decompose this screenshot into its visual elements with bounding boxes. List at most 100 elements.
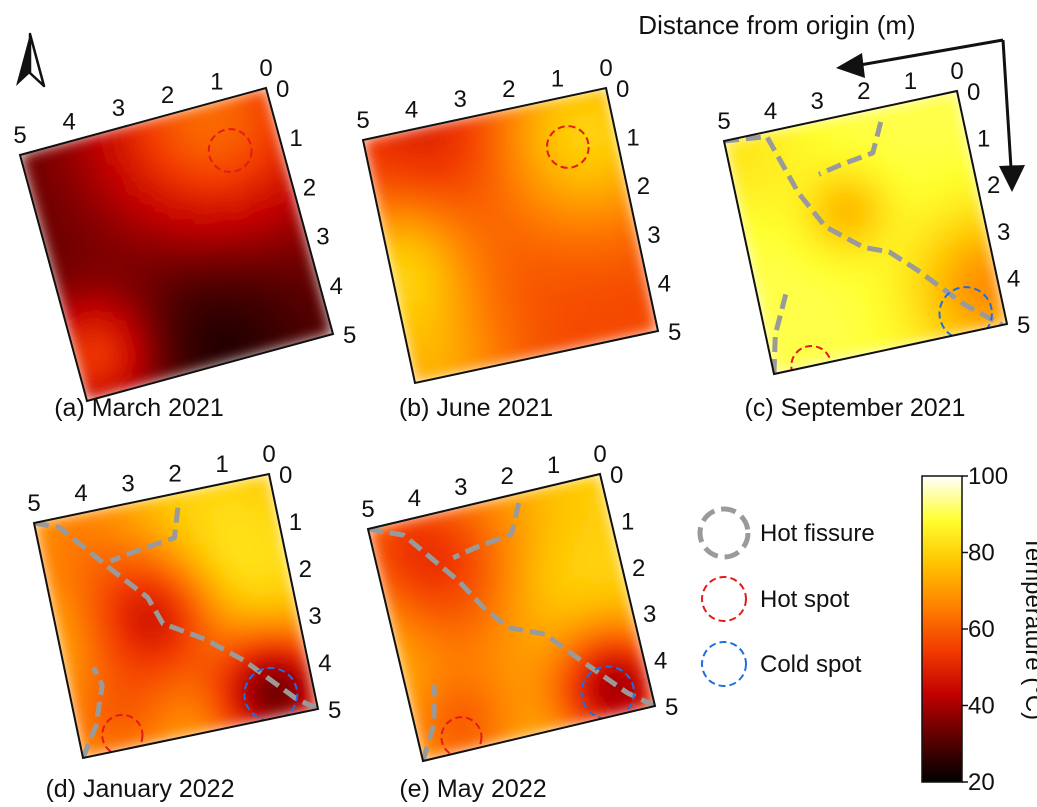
top-tick-label: 4 <box>63 109 76 136</box>
right-tick-label: 0 <box>276 76 289 103</box>
colorbar: 20 40 60 80 100 Temperature (°C) <box>921 463 1037 796</box>
top-tick-label: 5 <box>13 122 26 149</box>
top-tick-label: 4 <box>74 480 87 507</box>
right-tick-label: 3 <box>647 222 660 249</box>
legend-cold-spot-label: Cold spot <box>760 651 862 678</box>
map-frame <box>18 86 335 403</box>
right-tick-label: 2 <box>987 172 1000 199</box>
right-tick-label: 2 <box>637 173 650 200</box>
right-tick-label: 0 <box>616 76 629 103</box>
cold-spot-marker <box>938 286 993 341</box>
hot-fissure-line <box>420 684 437 761</box>
panel-caption: (e) May 2022 <box>399 775 546 803</box>
direction-arrows <box>836 38 1025 192</box>
hot-fissure-line <box>34 520 318 712</box>
top-tick-label: 2 <box>857 78 870 105</box>
legend: Hot fissure Hot spot Cold spot <box>697 506 875 687</box>
legend-item-hot-fissure: Hot fissure <box>697 506 875 560</box>
hot-spot-marker <box>440 716 483 759</box>
map-panel: 00 1 1 2 2 3 3 4 4 5 5 (d) January 2022 <box>27 441 341 803</box>
right-tick-label: 2 <box>303 174 316 201</box>
colorbar-tick-label: 40 <box>968 693 995 720</box>
right-tick-label: 1 <box>289 509 302 536</box>
panel-caption: (b) June 2021 <box>399 394 553 422</box>
map-panel: 00 1 1 2 2 3 3 4 4 5 5 (c) September 2021 <box>717 58 1030 422</box>
cold-spot-marker <box>580 665 635 720</box>
panel-caption: (c) September 2021 <box>745 394 966 422</box>
top-tick-label: 4 <box>408 485 421 512</box>
top-tick-label: 0 <box>950 58 963 85</box>
temperature-field <box>34 474 318 758</box>
right-tick-label: 4 <box>654 648 667 675</box>
top-tick-label: 1 <box>547 452 560 479</box>
top-tick-label: 5 <box>356 107 369 134</box>
hot-fissure-line <box>771 292 789 374</box>
hot-fissure-line <box>452 502 522 561</box>
top-tick-label: 1 <box>210 68 223 95</box>
top-tick-label: 2 <box>161 82 174 109</box>
top-tick-label: 2 <box>168 461 181 488</box>
colorbar-label: Temperature (°C) <box>1020 536 1037 720</box>
right-tick-label: 0 <box>279 462 292 489</box>
hot-spot-marker <box>101 713 144 757</box>
temperature-field <box>724 91 1007 374</box>
top-tick-label: 1 <box>551 65 564 92</box>
right-tick-label: 3 <box>997 219 1010 246</box>
top-tick-label: 2 <box>501 463 514 490</box>
hot-spot-marker <box>207 128 253 174</box>
top-tick-label: 4 <box>405 97 418 124</box>
top-tick-label: 3 <box>121 470 134 497</box>
right-tick-label: 5 <box>665 694 678 721</box>
colorbar-tick-label: 100 <box>968 463 1008 490</box>
top-tick-label: 1 <box>215 451 228 478</box>
right-tick-label: 2 <box>299 556 312 583</box>
colorbar-tick-label: 80 <box>968 540 995 567</box>
right-tick-label: 3 <box>308 603 321 630</box>
right-tick-label: 5 <box>668 319 681 346</box>
right-tick-label: 4 <box>658 270 671 297</box>
temperature-field <box>368 474 655 761</box>
right-tick-label: 1 <box>289 125 302 152</box>
right-tick-label: 4 <box>318 650 331 677</box>
legend-item-hot-spot: Hot spot <box>701 576 850 622</box>
colorbar-gradient <box>921 475 963 783</box>
right-tick-label: 1 <box>977 126 990 153</box>
right-tick-label: 5 <box>328 697 341 724</box>
top-tick-label: 5 <box>27 490 40 517</box>
top-tick-label: 3 <box>454 86 467 113</box>
right-tick-label: 2 <box>632 555 645 582</box>
top-tick-label: 0 <box>259 55 272 82</box>
panel-caption: (a) March 2021 <box>54 394 224 422</box>
right-tick-label: 0 <box>967 79 980 106</box>
legend-item-cold-spot: Cold spot <box>701 641 862 687</box>
top-tick-label: 1 <box>904 68 917 95</box>
map-frame <box>366 472 657 763</box>
map-frame <box>722 89 1009 376</box>
legend-hot-fissure-symbol <box>697 506 751 560</box>
map-panel: 00 1 1 2 2 3 3 4 4 5 5 (b) June 2021 <box>356 55 681 422</box>
right-tick-label: 4 <box>1007 265 1020 292</box>
right-tick-label: 4 <box>330 273 343 300</box>
top-tick-label: 3 <box>811 88 824 115</box>
map-frame <box>361 86 660 385</box>
hot-spot-marker <box>545 125 590 169</box>
panel-caption: (d) January 2022 <box>45 775 234 803</box>
hot-fissure-line <box>109 507 181 564</box>
colorbar-tick-label: 60 <box>968 616 995 643</box>
top-tick-label: 3 <box>112 95 125 122</box>
right-tick-label: 5 <box>1017 312 1030 339</box>
legend-hot-spot-label: Hot spot <box>760 586 850 613</box>
right-tick-label: 3 <box>643 601 656 628</box>
colorbar-tick-label: 20 <box>968 769 995 796</box>
top-tick-label: 5 <box>717 108 730 135</box>
top-tick-label: 4 <box>764 98 777 125</box>
map-frame <box>32 472 320 760</box>
temperature-field <box>20 88 333 401</box>
right-tick-label: 0 <box>610 462 623 489</box>
colorbar-ticks: 20 40 60 80 100 <box>962 463 1008 796</box>
map-panel: 00 1 1 2 2 3 3 4 4 5 5 (e) May 2022 <box>361 441 678 803</box>
top-tick-label: 5 <box>361 496 374 523</box>
